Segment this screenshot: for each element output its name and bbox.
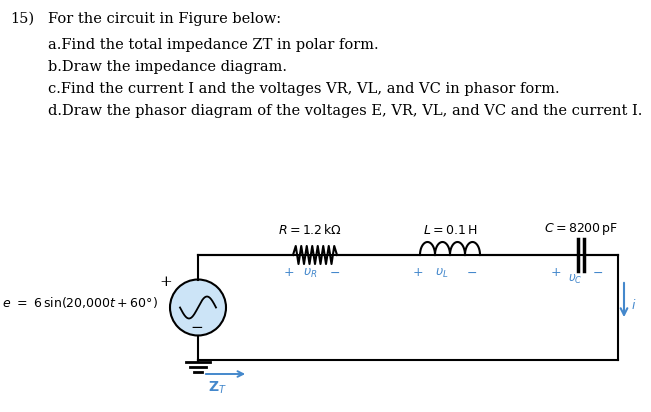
Text: −: −	[467, 267, 477, 279]
Text: +: +	[159, 274, 173, 288]
Text: For the circuit in Figure below:: For the circuit in Figure below:	[48, 12, 281, 26]
Text: $e\ =\ 6\,\sin(20{,}000t + 60°)$: $e\ =\ 6\,\sin(20{,}000t + 60°)$	[2, 295, 158, 310]
Text: $\upsilon_R$: $\upsilon_R$	[303, 267, 317, 280]
Text: $\upsilon_L$: $\upsilon_L$	[436, 267, 449, 280]
Text: +: +	[551, 267, 561, 279]
Text: −: −	[593, 267, 603, 279]
Text: −: −	[191, 321, 203, 335]
Text: $\upsilon_C$: $\upsilon_C$	[568, 272, 582, 286]
Text: 15): 15)	[10, 12, 34, 26]
Text: $\mathbf{Z}_T$: $\mathbf{Z}_T$	[208, 380, 227, 396]
Text: b.Draw the impedance diagram.: b.Draw the impedance diagram.	[48, 60, 287, 74]
Text: $C = 8200\,\mathrm{pF}$: $C = 8200\,\mathrm{pF}$	[544, 221, 618, 237]
Text: $L = 0.1\,\mathrm{H}$: $L = 0.1\,\mathrm{H}$	[422, 224, 477, 237]
Text: +: +	[413, 267, 423, 279]
Text: +: +	[284, 267, 294, 279]
Text: −: −	[330, 267, 340, 279]
Circle shape	[170, 279, 226, 335]
Text: d.Draw the phasor diagram of the voltages E, VR, VL, and VC and the current I.: d.Draw the phasor diagram of the voltage…	[48, 104, 643, 118]
Text: c.Find the current I and the voltages VR, VL, and VC in phasor form.: c.Find the current I and the voltages VR…	[48, 82, 560, 96]
Text: a.Find the total impedance ZT in polar form.: a.Find the total impedance ZT in polar f…	[48, 38, 379, 52]
Text: $i$: $i$	[631, 298, 637, 312]
Text: $R = 1.2\,\mathrm{k\Omega}$: $R = 1.2\,\mathrm{k\Omega}$	[278, 223, 342, 237]
